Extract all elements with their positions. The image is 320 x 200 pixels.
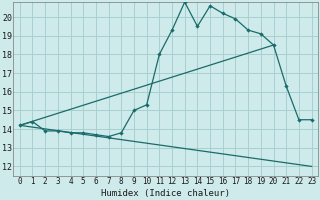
X-axis label: Humidex (Indice chaleur): Humidex (Indice chaleur): [101, 189, 230, 198]
